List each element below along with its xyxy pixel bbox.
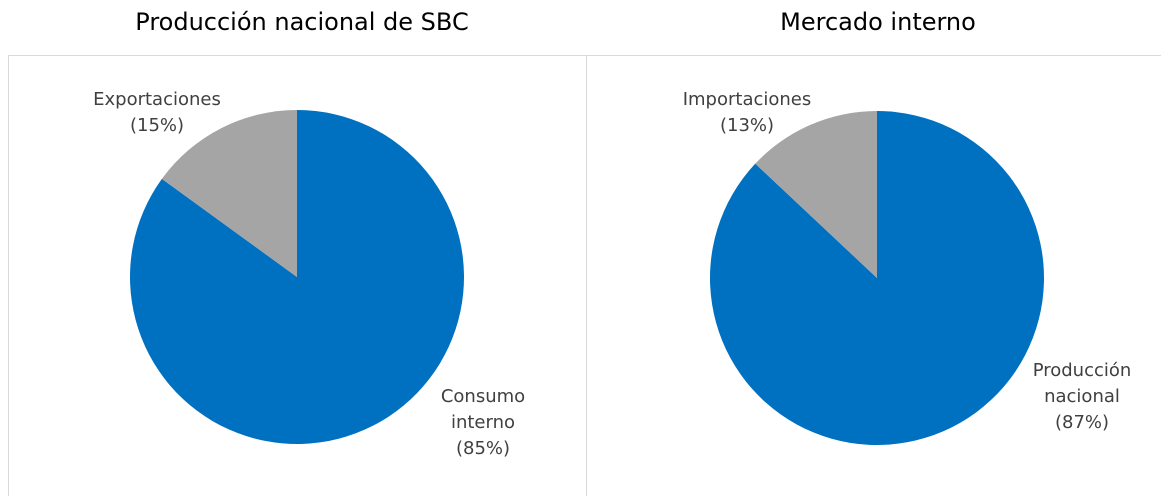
pie-slice	[161, 110, 297, 277]
data-label: Importaciones (13%)	[662, 87, 832, 139]
category-label: Exportaciones	[93, 89, 221, 110]
data-label: Exportaciones (15%)	[72, 87, 242, 139]
pie-slice	[755, 111, 877, 278]
value-label: (87%)	[1054, 412, 1110, 433]
data-label: Consumo interno (85%)	[433, 384, 533, 462]
category-label: Consumo interno	[440, 386, 526, 433]
data-label: Producción nacional (87%)	[1022, 358, 1142, 436]
chart-title: Mercado interno	[780, 8, 976, 36]
category-label: Importaciones	[682, 89, 812, 110]
value-label: (13%)	[719, 115, 775, 136]
value-label: (85%)	[455, 438, 511, 459]
chart-title: Producción nacional de SBC	[135, 8, 469, 36]
value-label: (15%)	[129, 115, 185, 136]
panel-border	[586, 55, 1161, 496]
category-label: Producción nacional	[1032, 360, 1132, 407]
